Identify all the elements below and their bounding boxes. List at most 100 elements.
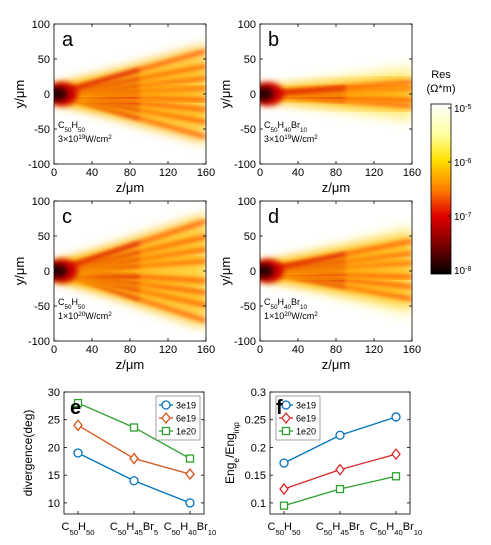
- marker-circle: [73, 448, 83, 458]
- core-dark: [260, 87, 274, 101]
- material-label-part: H: [278, 297, 285, 307]
- x-tick-label: 0: [51, 167, 57, 179]
- x-tick-label-part: C: [164, 521, 172, 533]
- y-axis-label: y/μm: [12, 80, 27, 108]
- y-axis-label: Enge/Enginp: [223, 422, 241, 484]
- marker-square: [185, 454, 195, 463]
- x-tick-label-part: C: [267, 521, 275, 533]
- material-label-part: 50: [78, 304, 86, 311]
- x-tick-label-part: 50: [324, 528, 333, 537]
- colorbar-tick-label-part: 10: [454, 104, 466, 115]
- y-axis-label-part: inp: [231, 422, 241, 434]
- colorbar-tick-label: 10-5: [454, 104, 471, 116]
- x-tick-label: 0: [51, 344, 57, 356]
- material-label-part: H: [278, 120, 285, 130]
- y-tick-label: -100: [234, 336, 256, 348]
- colorbar-title: Res: [431, 69, 451, 81]
- x-tick-label-part: 50: [292, 528, 301, 537]
- intensity-label-part: 19: [284, 134, 292, 141]
- y-tick-label: 0: [250, 266, 256, 278]
- marker-square: [281, 426, 291, 436]
- y-axis-label: divergence(deg): [21, 410, 35, 497]
- x-tick-label-part: C: [61, 521, 69, 533]
- y-tick-label: -100: [234, 159, 256, 171]
- y-tick-label: 100: [238, 196, 256, 208]
- intensity-label-part: W/cm: [291, 134, 314, 144]
- marker-diamond: [185, 468, 195, 481]
- material-label-part: H: [72, 120, 79, 130]
- colorbar-tick-label-part: -7: [465, 212, 471, 219]
- x-tick-label: 160: [403, 344, 421, 356]
- intensity-label-part: 2: [108, 311, 112, 318]
- panel-letter: e: [70, 397, 81, 419]
- x-tick-label-part: H: [386, 521, 394, 533]
- x-tick-label: C50H40Br10: [164, 521, 217, 537]
- marker-circle: [335, 430, 345, 440]
- intensity-label-part: W/cm: [85, 134, 108, 144]
- material-label-part: H: [72, 297, 79, 307]
- colorbar-tick-label-part: 10: [454, 212, 466, 223]
- x-tick-label-part: 40: [394, 528, 403, 537]
- x-tick-label-part: 45: [134, 528, 143, 537]
- intensity-label-part: 19: [78, 134, 86, 141]
- colorbar-tick-label: 10-6: [454, 158, 471, 170]
- material-label-part: 50: [65, 304, 73, 311]
- marker-square: [73, 398, 83, 408]
- x-tick-label: 40: [292, 167, 304, 179]
- intensity-label-part: 20: [284, 311, 292, 318]
- material-label-part: 40: [284, 127, 292, 134]
- intensity-label-part: W/cm: [85, 311, 108, 321]
- material-label: C50H40Br10: [264, 297, 308, 311]
- material-label-part: C: [58, 120, 65, 130]
- x-tick-label-part: 5: [154, 528, 158, 537]
- panel-letter: b: [268, 29, 279, 51]
- material-label-part: C: [58, 297, 65, 307]
- material-label-part: 10: [300, 304, 308, 311]
- x-tick-label: C50H45Br5: [110, 521, 158, 537]
- y-tick-label: 0.2: [251, 442, 266, 454]
- marker-square: [335, 484, 345, 494]
- material-label-part: C: [264, 120, 271, 130]
- heatmap-body: [260, 223, 412, 319]
- panel-letter: a: [62, 29, 74, 51]
- y-tick-label: 0: [250, 89, 256, 101]
- colorbar-tick-label-part: 10: [454, 266, 466, 277]
- marker-square: [161, 426, 171, 436]
- intensity-label-part: 2: [108, 134, 112, 141]
- intensity-label-part: 1×10: [264, 311, 284, 321]
- x-tick-label-part: 50: [275, 528, 284, 537]
- x-tick-label: 120: [365, 344, 383, 356]
- material-label-part: 50: [78, 127, 86, 134]
- marker-diamond: [129, 452, 139, 465]
- y-tick-label: 100: [238, 19, 256, 31]
- material-label-part: Br: [291, 297, 300, 307]
- marker-circle: [281, 400, 291, 410]
- x-tick-label: 160: [197, 167, 215, 179]
- material-label-part: C: [264, 297, 271, 307]
- x-axis-label: z/μm: [116, 357, 144, 372]
- x-tick-label: 80: [124, 344, 136, 356]
- y-tick-label: 20: [48, 442, 60, 454]
- x-tick-label-part: H: [284, 521, 292, 533]
- colorbar-tick-label-part: -8: [465, 266, 471, 273]
- y-tick-label: -50: [240, 301, 256, 313]
- panel-letter: f: [276, 397, 283, 419]
- intensity-label-part: 3×10: [264, 134, 284, 144]
- heatmap-panel-b: 0 40 80 120 160100500-50-100z/μmy/μmbC50H40B…: [218, 19, 421, 195]
- intensity-label: 1×1020W/cm2: [264, 311, 318, 322]
- y-tick-label: -50: [240, 124, 256, 136]
- marker-diamond: [281, 411, 291, 425]
- legend-label: 6e19: [176, 414, 196, 424]
- intensity-label: 1×1020W/cm2: [58, 311, 112, 322]
- y-tick-label: 50: [244, 54, 256, 66]
- x-tick-label: 0: [257, 344, 263, 356]
- heatmap-body: [260, 64, 412, 124]
- y-tick-label: 50: [244, 231, 256, 243]
- x-tick-label-part: 40: [188, 528, 197, 537]
- material-label-part: 50: [65, 127, 73, 134]
- y-axis-label: y/μm: [218, 257, 233, 285]
- material-label-part: 50: [271, 127, 279, 134]
- marker-diamond: [73, 419, 83, 432]
- y-tick-label: 0.15: [245, 470, 266, 482]
